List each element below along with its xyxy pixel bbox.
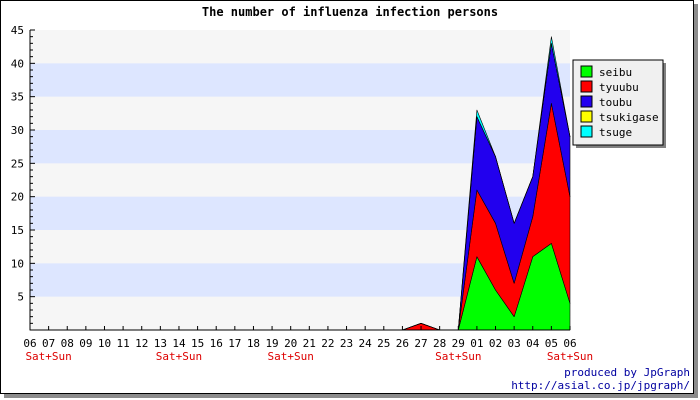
x-tick-label: 29	[452, 337, 465, 350]
weekend-label: Sat+Sun	[435, 350, 481, 363]
x-tick-label: 05	[545, 337, 558, 350]
legend-swatch-toubu	[580, 95, 593, 108]
x-tick-label: 12	[135, 337, 148, 350]
x-tick-label: 28	[433, 337, 446, 350]
x-tick-label: 17	[228, 337, 241, 350]
weekend-label: Sat+Sun	[25, 350, 71, 363]
legend: seibu tyuubu toubu tsukigase tsuge	[572, 59, 666, 148]
x-tick-label: 22	[321, 337, 334, 350]
x-tick-label: 08	[61, 337, 74, 350]
x-tick-label: 10	[98, 337, 111, 350]
credits-url: http://asial.co.jp/jpgraph/	[511, 379, 690, 392]
x-tick-label: 06	[563, 337, 576, 350]
x-tick-label: 18	[247, 337, 260, 350]
weekend-label: Sat+Sun	[156, 350, 202, 363]
legend-swatch-seibu	[580, 65, 593, 78]
y-tick-label: 40	[11, 57, 24, 70]
x-tick-label: 21	[303, 337, 316, 350]
legend-label-tsuge: tsuge	[599, 126, 632, 139]
x-tick-label: 16	[210, 337, 223, 350]
y-tick-label: 45	[11, 24, 24, 37]
y-tick-label: 15	[11, 224, 24, 237]
x-tick-label: 13	[154, 337, 167, 350]
legend-label-tyuubu: tyuubu	[599, 81, 639, 94]
y-tick-label: 20	[11, 191, 24, 204]
y-tick-label: 35	[11, 91, 24, 104]
x-tick-label: 02	[489, 337, 502, 350]
x-tick-label: 04	[526, 337, 540, 350]
weekend-label: Sat+Sun	[268, 350, 314, 363]
x-tick-label: 11	[116, 337, 129, 350]
credits-produced-by: produced by JpGraph	[564, 366, 690, 379]
y-tick-label: 5	[17, 291, 24, 304]
x-tick-label: 23	[340, 337, 353, 350]
legend-swatch-tyuubu	[580, 80, 593, 93]
y-tick-label: 25	[11, 157, 24, 170]
x-tick-label: 15	[191, 337, 204, 350]
x-tick-label: 19	[265, 337, 278, 350]
grid-band	[30, 63, 570, 97]
x-tick-label: 26	[396, 337, 409, 350]
legend-label-toubu: toubu	[599, 96, 632, 109]
x-tick-label: 14	[172, 337, 186, 350]
x-tick-label: 20	[284, 337, 297, 350]
axes: 5 10 15 20 25 30 35 40 45 06 07 08 09 10 11 12 13 14 15 16 1…	[11, 24, 593, 363]
weekend-label: Sat+Sun	[547, 350, 593, 363]
legend-label-tsukigase: tsukigase	[599, 111, 659, 124]
chart-title: The number of influenza infection person…	[202, 5, 498, 19]
legend-swatch-tsuge	[580, 125, 593, 138]
y-tick-label: 10	[11, 257, 24, 270]
credits: produced by JpGraph http://asial.co.jp/j…	[511, 366, 690, 392]
x-tick-label: 24	[359, 337, 373, 350]
y-tick-label: 30	[11, 124, 24, 137]
x-tick-label: 27	[414, 337, 427, 350]
legend-swatch-tsukigase	[580, 110, 593, 123]
x-tick-label: 03	[508, 337, 521, 350]
x-tick-label: 07	[42, 337, 55, 350]
x-tick-label: 06	[23, 337, 36, 350]
x-tick-label: 01	[470, 337, 483, 350]
x-tick-label: 25	[377, 337, 390, 350]
x-tick-label: 09	[79, 337, 92, 350]
legend-label-seibu: seibu	[599, 66, 632, 79]
